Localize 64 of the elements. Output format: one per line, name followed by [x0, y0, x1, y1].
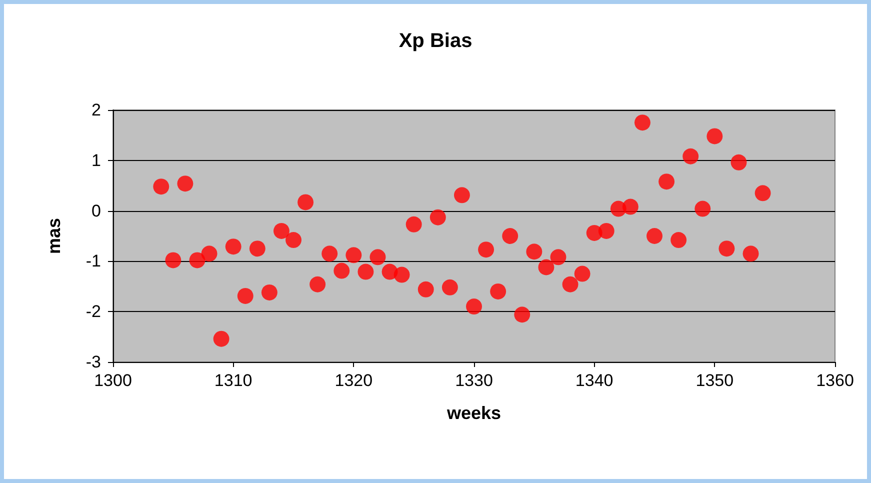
x-axis-title: weeks — [446, 403, 502, 423]
point — [261, 284, 278, 300]
point — [502, 228, 518, 244]
point — [754, 185, 771, 202]
point — [310, 276, 326, 292]
point — [478, 242, 494, 258]
point — [730, 154, 747, 170]
point — [622, 198, 638, 215]
x-tick-label: 1310 — [214, 371, 252, 390]
point — [165, 252, 182, 268]
point — [322, 246, 338, 262]
chart-title: Xp Bias — [398, 30, 472, 52]
point — [442, 279, 458, 296]
point — [237, 288, 254, 304]
point — [394, 266, 410, 283]
point — [406, 216, 422, 232]
y-tick-label: 0 — [92, 201, 101, 220]
point — [286, 232, 302, 248]
point — [682, 148, 699, 164]
point — [718, 240, 735, 257]
x-tick-label: 1360 — [816, 371, 854, 390]
point — [574, 266, 590, 282]
point — [346, 247, 362, 264]
point — [562, 276, 578, 292]
x-tick-label: 1330 — [455, 371, 493, 390]
y-tick-label: 1 — [92, 150, 101, 170]
point — [538, 259, 554, 276]
point — [370, 249, 386, 266]
point — [706, 128, 723, 144]
point — [526, 244, 542, 260]
x-tick-label: 1340 — [575, 371, 614, 390]
point — [249, 240, 266, 257]
point — [694, 200, 711, 217]
point — [634, 114, 650, 131]
point — [201, 246, 218, 262]
point — [189, 252, 206, 268]
point — [466, 298, 482, 315]
point — [550, 249, 566, 266]
point — [454, 187, 470, 204]
y-tick-label: -2 — [86, 302, 101, 322]
point — [514, 306, 530, 323]
point — [742, 246, 759, 262]
point — [430, 209, 446, 226]
y-tick-label: -1 — [86, 252, 101, 271]
point — [298, 194, 314, 210]
x-tick-label: 1300 — [94, 371, 132, 390]
point — [658, 174, 675, 190]
y-axis-title: mas — [44, 218, 64, 254]
point — [334, 262, 350, 279]
point — [213, 330, 230, 347]
point — [670, 232, 687, 248]
point — [598, 222, 614, 239]
point — [358, 264, 374, 280]
y-tick-label: 2 — [92, 100, 101, 120]
point — [177, 176, 194, 192]
x-tick-label: 1350 — [696, 371, 734, 390]
point — [273, 222, 290, 239]
y-tick-label: -3 — [86, 352, 101, 372]
point — [646, 228, 662, 244]
x-tick-label: 1320 — [334, 371, 373, 390]
point — [418, 281, 434, 298]
point — [153, 178, 170, 195]
point — [490, 283, 506, 300]
point — [225, 238, 242, 255]
